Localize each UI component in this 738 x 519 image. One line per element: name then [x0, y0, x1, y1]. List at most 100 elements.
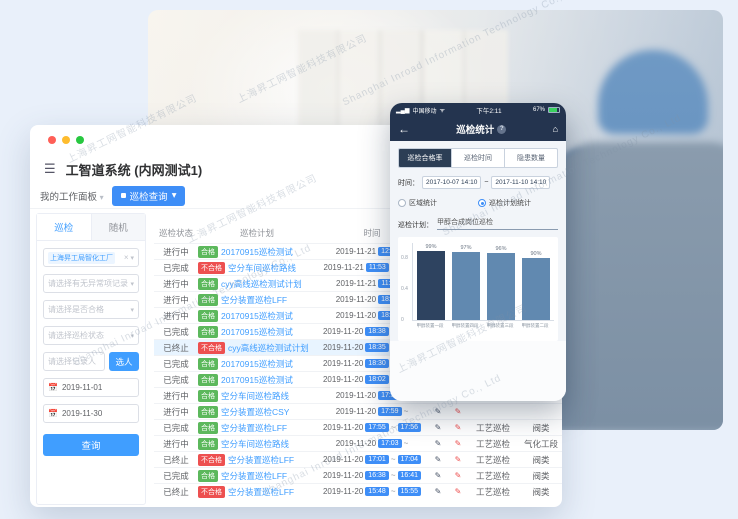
home-icon[interactable]: ⌂ [552, 124, 558, 134]
start-date-input[interactable]: 📅 2019-11-01 [43, 378, 139, 397]
issue-edit-icon[interactable]: ✎ [454, 407, 462, 416]
filter-select[interactable]: 请选择巡检状态 ▾ [43, 326, 139, 345]
phone-status-bar: ▂▄▆ 中国移动 ᯤ 下午2:11 67% [390, 103, 566, 117]
table-row[interactable]: 进行中 合格 空分装置巡检CSY 2019-11-20 17:59 ~ ✎ ✎ [154, 403, 562, 419]
calendar-icon: 📅 [48, 383, 58, 392]
sidebar-tab-巡检[interactable]: 巡检 [37, 214, 91, 240]
tilde: ~ [390, 423, 396, 432]
record-person-input[interactable]: 请选择记录人 [43, 352, 105, 371]
cell-inspection-type: 工艺巡检 [475, 486, 510, 497]
bar[interactable] [417, 250, 445, 320]
radio-巡检计划统计[interactable]: 巡检计划统计 [478, 198, 558, 208]
time-date: 2019-11-20 [322, 471, 364, 480]
time-start-chip: 17:59 [378, 391, 402, 400]
issue-edit-icon[interactable]: ✎ [454, 471, 462, 480]
cell-region: 阀类 [532, 486, 550, 497]
minimize-window-button[interactable] [62, 136, 70, 144]
stat-tab-巡检时间[interactable]: 巡检时间 [451, 149, 504, 167]
plan-link[interactable]: 空分装置巡检LFF [221, 422, 288, 433]
table-row[interactable]: 进行中 合格 空分车间巡检路线 2019-11-20 17:03 ~ ✎ ✎ 工艺巡检 气化工段 [154, 435, 562, 451]
time-start-chip: 17:01 [365, 455, 389, 464]
cell-status: 已完成 [163, 422, 189, 433]
plan-link[interactable]: 空分装置巡检CSY [221, 406, 290, 417]
back-icon[interactable]: ← [398, 122, 410, 136]
record-edit-icon[interactable]: ✎ [434, 423, 442, 432]
cell-plan: 合格 cyy高线巡检测试计划 [198, 277, 316, 290]
plan-link[interactable]: 20170915巡检测试 [221, 358, 293, 369]
issue-edit-icon[interactable]: ✎ [454, 423, 462, 432]
plan-link[interactable]: 空分车间巡检路线 [221, 390, 290, 401]
filter-select[interactable]: 请选择有无异常项记录 ▾ [43, 274, 139, 293]
plan-link[interactable]: 20170915巡检测试 [221, 326, 293, 337]
time-date: 2019-11-20 [322, 375, 364, 384]
clear-icon[interactable]: × [123, 253, 129, 262]
bar[interactable] [487, 253, 515, 320]
issue-edit-icon[interactable]: ✎ [454, 487, 462, 496]
page-title: 工智道系统 (内网测试1) [65, 162, 203, 178]
tilde: ~ [390, 455, 396, 464]
plan-link[interactable]: 空分装置巡检LFF [221, 294, 288, 305]
maximize-window-button[interactable] [76, 136, 84, 144]
close-window-button[interactable] [48, 136, 56, 144]
plan-link[interactable]: 空分装置巡检LFF [228, 454, 295, 465]
table-row[interactable]: 已终止 不合格 空分装置巡检LFF 2019-11-20 15:48 ~15:55 ✎ ✎ 工艺… [154, 483, 562, 499]
cell-plan: 合格 空分装置巡检LFF [198, 469, 316, 482]
bar-value-label: 90% [530, 250, 542, 257]
time-start-chip: 17:03 [378, 439, 402, 448]
battery-icon [548, 107, 560, 113]
from-datetime-input[interactable]: 2017-10-07 14:10 [422, 176, 482, 189]
cell-status: 已终止 [163, 342, 189, 353]
plan-link[interactable]: 20170915巡检测试 [221, 310, 293, 321]
tab-inspection-query[interactable]: 巡检查询 ▾ [111, 185, 186, 206]
qualified-badge: 合格 [198, 277, 218, 290]
record-edit-icon[interactable]: ✎ [434, 439, 442, 448]
record-edit-icon[interactable]: ✎ [434, 487, 442, 496]
issue-edit-icon[interactable]: ✎ [454, 439, 462, 448]
table-row[interactable]: 已终止 不合格 空分装置巡检LFF 2019-11-20 17:01 ~17:04 ✎ ✎ 工艺… [154, 451, 562, 467]
plan-link[interactable]: cyy高线巡检测试计划 [228, 342, 309, 353]
record-edit-icon[interactable]: ✎ [434, 471, 442, 480]
stat-tab-巡检合格率[interactable]: 巡检合格率 [399, 149, 451, 167]
tab-work-panel[interactable]: 我的工作面板 ▾ [40, 191, 104, 203]
org-select[interactable]: 上海昇工局智化工厂 × ▾ [43, 248, 139, 267]
plan-link[interactable]: 20170915巡检测试 [221, 374, 293, 385]
stat-tab-隐患数量[interactable]: 隐患数量 [504, 149, 557, 167]
table-row[interactable]: 已完成 合格 空分装置巡检LFF 2019-11-20 16:38 ~16:41 ✎ ✎ 工艺巡… [154, 467, 562, 483]
filter-select[interactable]: 请选择是否合格 ▾ [43, 300, 139, 319]
to-datetime-input[interactable]: 2017-11-10 14:10 [491, 176, 551, 189]
qualified-badge: 合格 [198, 469, 218, 482]
query-button[interactable]: 查询 [43, 434, 139, 456]
org-tag[interactable]: 上海昇工局智化工厂 [48, 251, 115, 264]
help-icon[interactable]: ? [497, 124, 507, 134]
plan-link[interactable]: 空分车间巡检路线 [221, 438, 290, 449]
sidebar-selects: 请选择有无异常项记录 ▾ 请选择是否合格 ▾ 请选择巡检状态 ▾ [43, 274, 139, 345]
plan-link[interactable]: 20170915巡检测试 [221, 246, 293, 257]
issue-edit-icon[interactable]: ✎ [454, 455, 462, 464]
record-edit-icon[interactable]: ✎ [434, 407, 442, 416]
sidebar-tab-随机[interactable]: 随机 [90, 214, 145, 240]
radio-区域统计[interactable]: 区域统计 [398, 198, 478, 208]
qualified-badge: 不合格 [198, 341, 225, 354]
pick-person-button[interactable]: 选人 [109, 352, 139, 371]
chevron-down-icon: ▾ [130, 254, 134, 262]
bar[interactable] [452, 252, 480, 320]
qualified-badge: 不合格 [198, 453, 225, 466]
plan-link[interactable]: 空分装置巡检LFF [228, 486, 295, 497]
filter-sidebar: 巡检 随机 上海昇工局智化工厂 × ▾ 请选择有无异常项记录 ▾ 请选择是否合格 ▾ 请选… [36, 213, 146, 505]
carrier-label: 中国移动 [412, 108, 437, 115]
time-start-chip: 18:02 [365, 375, 389, 384]
time-date: 2019-11-21 [336, 279, 377, 288]
time-start-chip: 12:03 [378, 247, 402, 256]
plan-link[interactable]: 空分车间巡检路线 [228, 262, 297, 273]
plan-link[interactable]: 空分装置巡检LFF [221, 470, 288, 481]
bar[interactable] [522, 257, 550, 320]
plan-select[interactable]: 甲醇合成岗位巡检 [437, 217, 558, 230]
menu-icon[interactable]: ☰ [44, 161, 56, 176]
cell-time: 2019-11-20 17:55 ~17:56 [316, 423, 428, 432]
plan-link[interactable]: cyy高线巡检测试计划 [221, 278, 302, 289]
record-edit-icon[interactable]: ✎ [434, 455, 442, 464]
cell-status: 已完成 [163, 358, 189, 369]
end-date-input[interactable]: 📅 2019-11-30 [43, 404, 139, 423]
table-row[interactable]: 已完成 合格 空分装置巡检LFF 2019-11-20 17:55 ~17:56 ✎ ✎ 工艺巡… [154, 419, 562, 435]
